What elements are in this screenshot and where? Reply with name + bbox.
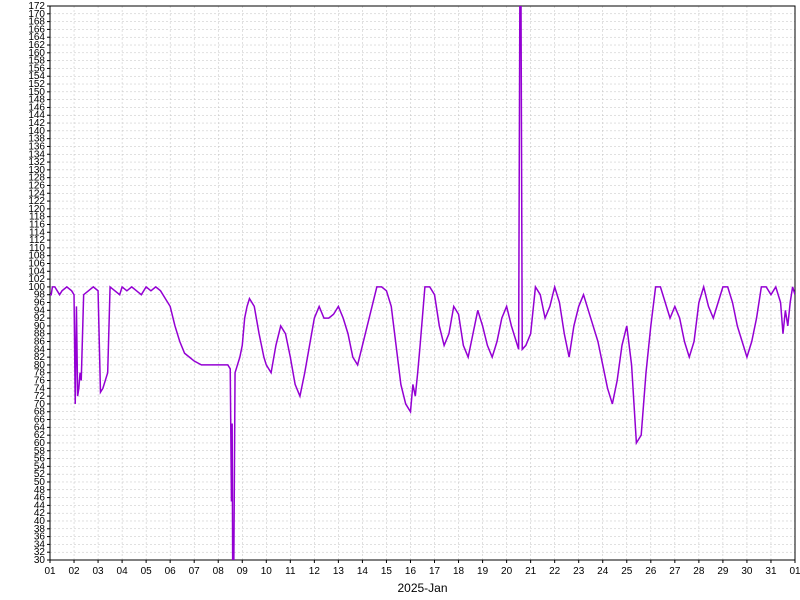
- xtick-label: 30: [741, 566, 753, 577]
- xtick-label: 06: [165, 566, 177, 577]
- xtick-label: 11: [285, 566, 296, 577]
- xtick-label: 05: [141, 566, 153, 577]
- xtick-label: 23: [573, 566, 585, 577]
- xtick-label: 13: [333, 566, 345, 577]
- xtick-label: 29: [717, 566, 729, 577]
- xtick-label: 27: [669, 566, 681, 577]
- xtick-label: 12: [309, 566, 321, 577]
- xtick-label: 03: [93, 566, 105, 577]
- xtick-label: 01: [44, 566, 56, 577]
- xtick-label: 20: [501, 566, 513, 577]
- chart-bg: [0, 0, 800, 600]
- xtick-label: 24: [597, 566, 609, 577]
- xtick-label: 15: [381, 566, 393, 577]
- xtick-label: 16: [405, 566, 417, 577]
- xtick-label: 26: [645, 566, 657, 577]
- xtick-label: 25: [621, 566, 633, 577]
- xtick-label: 31: [765, 566, 777, 577]
- xtick-label: 18: [453, 566, 465, 577]
- timeseries-chart: 3032343638404244464850525456586062646668…: [0, 0, 800, 600]
- xtick-label: 10: [261, 566, 273, 577]
- xtick-label: 22: [549, 566, 561, 577]
- xtick-label: 02: [68, 566, 80, 577]
- xtick-label: 28: [693, 566, 705, 577]
- xtick-label: 08: [213, 566, 225, 577]
- xtick-label: 09: [237, 566, 249, 577]
- xtick-label: 14: [357, 566, 369, 577]
- xtick-label: 01: [789, 566, 800, 577]
- xtick-label: 04: [117, 566, 129, 577]
- xtick-label: 19: [477, 566, 489, 577]
- x-axis-label: 2025-Jan: [397, 581, 447, 595]
- xtick-label: 17: [429, 566, 441, 577]
- xtick-label: 21: [525, 566, 537, 577]
- chart-svg: 3032343638404244464850525456586062646668…: [0, 0, 800, 600]
- ytick-label: 172: [28, 1, 45, 12]
- xtick-label: 07: [189, 566, 201, 577]
